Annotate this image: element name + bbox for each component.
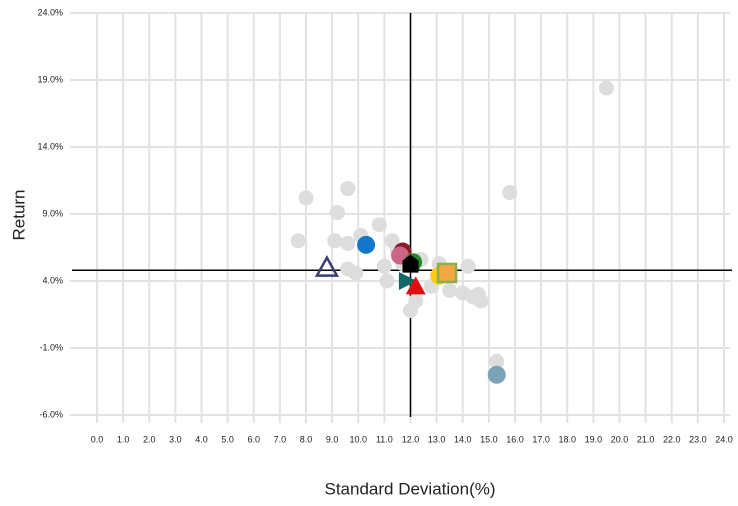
point [502, 185, 518, 201]
x-tick-label: 6.0 [247, 434, 260, 444]
y-tick-label: 9.0% [42, 208, 63, 218]
y-tick-label: -6.0% [39, 409, 63, 419]
y-axis-title: Return [9, 189, 28, 240]
point [327, 233, 343, 249]
point [436, 262, 458, 284]
x-tick-label: 7.0 [274, 434, 287, 444]
point [489, 353, 505, 369]
x-tick-label: 2.0 [143, 434, 156, 444]
point [379, 273, 395, 289]
point [314, 255, 340, 277]
x-tick-label: 4.0 [195, 434, 208, 444]
x-tick-label: 22.0 [663, 434, 681, 444]
x-tick-label: 3.0 [169, 434, 182, 444]
point [376, 258, 392, 274]
x-tick-label: 8.0 [300, 434, 313, 444]
y-tick-label: 14.0% [37, 141, 63, 151]
point [371, 217, 387, 233]
x-tick-label: 14.0 [454, 434, 472, 444]
point [340, 261, 356, 277]
x-tick-label: 10.0 [349, 434, 367, 444]
x-tick-label: 24.0 [715, 434, 733, 444]
x-tick-label: 17.0 [532, 434, 550, 444]
x-tick-label: 20.0 [611, 434, 629, 444]
point [298, 190, 314, 206]
point [398, 272, 417, 290]
x-tick-label: 5.0 [221, 434, 234, 444]
x-tick-label: 13.0 [428, 434, 446, 444]
point [473, 293, 489, 309]
x-tick-label: 12.0 [402, 434, 420, 444]
x-tick-label: 18.0 [558, 434, 576, 444]
point [357, 235, 376, 254]
point [405, 276, 426, 295]
x-tick-label: 9.0 [326, 434, 339, 444]
x-axis-title: Standard Deviation(%) [324, 479, 495, 498]
x-tick-label: 21.0 [637, 434, 655, 444]
point [290, 233, 306, 249]
x-tick-label: 19.0 [585, 434, 603, 444]
point [460, 258, 476, 274]
point [340, 235, 356, 251]
point [408, 293, 424, 309]
y-tick-label: 19.0% [37, 74, 63, 84]
x-tick-label: 0.0 [91, 434, 104, 444]
x-tick-label: 1.0 [117, 434, 130, 444]
x-tick-label: 16.0 [506, 434, 524, 444]
point [329, 205, 345, 221]
point [442, 282, 458, 298]
x-tick-label: 15.0 [480, 434, 498, 444]
point [402, 254, 419, 273]
point [598, 80, 614, 96]
y-tick-label: 4.0% [42, 275, 63, 285]
point [340, 181, 356, 197]
x-tick-label: 11.0 [376, 434, 393, 444]
point [487, 365, 506, 384]
y-tick-label: 24.0% [37, 7, 63, 17]
y-tick-label: -1.0% [39, 342, 63, 352]
x-tick-label: 23.0 [689, 434, 707, 444]
